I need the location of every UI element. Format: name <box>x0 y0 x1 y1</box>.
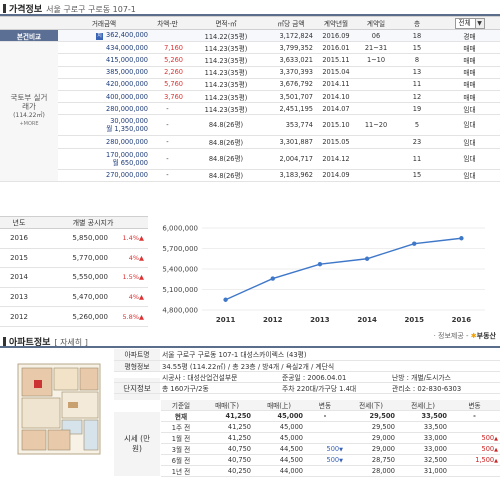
down-arrow-icon: ▼ <box>339 458 343 465</box>
table-row: 2014 5,550,000 1.5%▲ <box>0 267 148 288</box>
data-point <box>459 236 464 241</box>
up-arrow-icon: ▲ <box>494 436 498 443</box>
data-point <box>364 256 370 261</box>
base-amount: 362,400,000 <box>106 31 148 40</box>
base-row-label: 본건비교 <box>0 29 58 43</box>
x-tick-label: 2012 <box>263 316 283 324</box>
divider <box>0 346 500 348</box>
price-table-header: 거래금액 차액-만 면적-㎡ ㎡당 금액 계약년월 계약일 층 전체 ▼ <box>0 16 500 30</box>
col-area: 면적-㎡ <box>185 16 267 30</box>
table-row: 30,000,000 월 1,350,000 - 84.8(26평) 353,77… <box>0 114 500 137</box>
up-arrow-icon: ▲ <box>139 234 144 243</box>
divider <box>0 14 500 16</box>
detail-link[interactable]: [ 자세히 ] <box>54 338 88 347</box>
apt-name-row: 아파트명 서울 구로구 구로동 107-1 대성스카이렉스 (43평) <box>114 349 500 361</box>
map-icon[interactable]: 지 <box>96 33 104 41</box>
y-tick-label: 5,100,000 <box>162 286 198 294</box>
apt-size-row: 평형정보 34.55평 (114.22㎡) / 총 23층 / 방4개 / 욕실… <box>114 360 500 372</box>
market-price-label: 시세 (만원) <box>114 412 160 476</box>
price-address: 서울 구로구 구로동 107-1 <box>46 5 136 14</box>
up-arrow-icon: ▲ <box>139 253 144 262</box>
x-tick-label: 2011 <box>216 316 236 324</box>
series-line <box>225 237 462 301</box>
table-row: 280,000,000 - 114.23(35평) 2,451,195 2014… <box>0 102 500 116</box>
table-row: 2016 5,850,000 1.4%▲ <box>0 228 148 249</box>
data-point <box>317 262 323 267</box>
apt-info-table: 아파트명 서울 구로구 구로동 107-1 대성스카이렉스 (43평) 평형정보… <box>114 349 500 395</box>
type-filter-select[interactable]: 전체 ▼ <box>454 17 485 29</box>
table-row: 3월 전 40,750 44,500 500▼ 29,000 33,000 50… <box>161 443 500 456</box>
table-row: 270,000,000 - 84.8(26평) 3,183,962 2014.0… <box>0 169 500 182</box>
table-row: 1년 전 40,250 44,000 28,000 31,000 <box>161 465 500 478</box>
data-point <box>412 241 417 246</box>
y-tick-label: 6,000,000 <box>162 225 198 233</box>
down-arrow-icon: ▼ <box>339 447 343 454</box>
table-row: 1월 전 41,250 45,000 29,000 33,000 500▲ <box>161 432 500 445</box>
more-button[interactable]: +MORE <box>19 121 39 128</box>
data-point <box>223 297 228 302</box>
table-row: 280,000,000 - 84.8(26평) 3,301,887 2015.0… <box>0 135 500 149</box>
table-row: 420,000,000 5,760 114.23(35평) 3,676,792 … <box>0 78 500 91</box>
table-row: 국토부 실거래가 (114.22㎡) +MORE 434,000,000 7,1… <box>0 41 500 182</box>
x-tick-label: 2016 <box>452 316 472 324</box>
y-tick-label: 4,800,000 <box>162 307 198 315</box>
col-day: 계약일 <box>357 16 395 30</box>
market-header-row: 기준일 매매(下) 매매(上) 변동 전세(下) 전세(上) 변동 <box>161 400 500 412</box>
table-row: 1주 전 41,250 45,000 29,500 33,500 <box>161 421 500 434</box>
market-price-table: 기준일 매매(下) 매매(上) 변동 전세(下) 전세(上) 변동 현재 41,… <box>161 400 500 478</box>
x-tick-label: 2013 <box>310 316 330 324</box>
section-bullet-icon <box>3 337 6 346</box>
base-row: 본건비교 지 362,400,000 114.22(35평) 3,172,824 … <box>0 29 500 43</box>
brand-logo-icon: ✱ <box>470 332 477 340</box>
group-label-cell: 국토부 실거래가 (114.22㎡) +MORE <box>0 41 58 182</box>
table-row: 6월 전 40,750 44,500 500▼ 28,750 32,500 1,… <box>161 454 500 467</box>
chevron-down-icon: ▼ <box>474 18 484 28</box>
apt-section-title: 아파트정보[ 자세히 ] <box>3 335 88 348</box>
land-price-chart: 6,000,000 5,700,000 5,400,000 5,100,000 4,80… <box>162 225 485 324</box>
up-arrow-icon: ▲ <box>139 273 144 282</box>
up-arrow-icon: ▲ <box>494 447 498 454</box>
table-row: 2015 5,770,000 4%▲ <box>0 248 148 269</box>
col-ym: 계약년월 <box>315 16 357 30</box>
y-tick-label: 5,700,000 <box>162 245 198 253</box>
table-row: 415,000,000 5,260 114.23(35평) 3,633,021 … <box>0 53 500 67</box>
data-point <box>270 276 275 281</box>
source-credit: · 정보제공 - ✱부동산 <box>433 332 496 340</box>
table-row: 2013 5,470,000 4%▲ <box>0 287 148 308</box>
table-row: 385,000,000 2,260 114.23(35평) 3,370,393 … <box>0 66 500 79</box>
col-diff: 차액-만 <box>150 16 185 30</box>
col-amount: 거래금액 <box>58 16 150 30</box>
group-label: 국토부 실거래가 <box>10 93 48 112</box>
up-arrow-icon: ▲ <box>494 458 498 465</box>
floor-plan-image <box>17 363 101 455</box>
table-row: 2012 5,260,000 5.8%▲ <box>0 306 148 327</box>
x-tick-label: 2015 <box>405 316 425 324</box>
y-tick-label: 5,400,000 <box>162 266 198 274</box>
col-floor: 층 <box>395 16 439 30</box>
x-tick-label: 2014 <box>357 316 377 324</box>
up-arrow-icon: ▲ <box>139 293 144 302</box>
apt-units-row: 총 160가구/2동 주차 220대/가구당 1.4대 관리소 : 02-830… <box>114 382 500 395</box>
table-row: 170,000,000 월 650,000 - 84.8(26평) 2,004,7… <box>0 148 500 170</box>
section-bullet-icon <box>3 4 6 13</box>
table-row: 400,000,000 3,760 114.23(35평) 3,501,707 … <box>0 90 500 104</box>
up-arrow-icon: ▲ <box>139 312 144 321</box>
gov-price-table: 년도 개별 공시지가 2016 5,850,000 1.4%▲ 2015 5,7… <box>0 216 148 327</box>
table-row: 현재 41,250 45,000 - 29,500 33,500 - <box>161 410 500 423</box>
col-unit-price: ㎡당 금액 <box>267 16 315 30</box>
apt-builder-row: 시공사 : 대성산업건설부문 준공일 : 2006.04.01 난방 : 개별/… <box>114 371 500 384</box>
price-section-title: 가격정보 서울 구로구 구로동 107-1 <box>3 2 136 15</box>
price-table: 거래금액 차액-만 면적-㎡ ㎡당 금액 계약년월 계약일 층 전체 ▼ 본건비교… <box>0 16 500 182</box>
group-area: (114.22㎡) <box>13 112 45 120</box>
gov-price-header: 년도 개별 공시지가 <box>0 216 148 229</box>
